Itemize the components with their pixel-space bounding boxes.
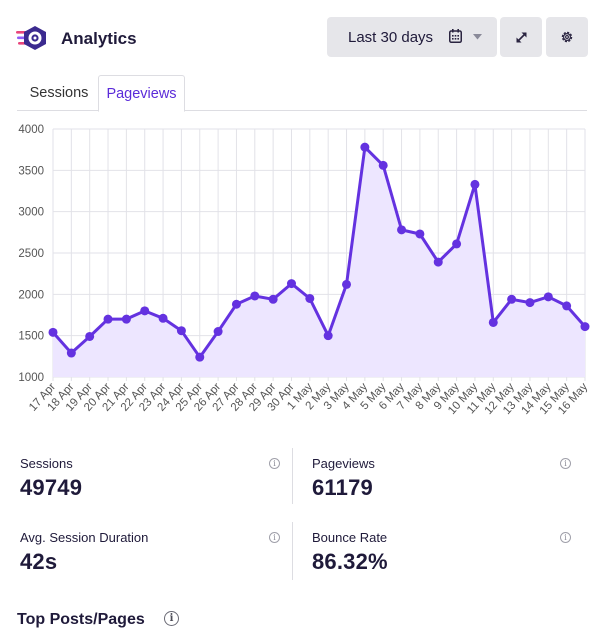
data-point[interactable] [121, 314, 131, 324]
data-point[interactable] [176, 326, 186, 336]
chart-area [53, 147, 585, 377]
gear-icon [561, 31, 573, 43]
data-point[interactable] [562, 301, 572, 311]
data-point[interactable] [323, 331, 333, 341]
tab-pageviews[interactable]: Pageviews [98, 75, 185, 112]
stat-avg-session-duration: Avg. Session Duration 42s [20, 530, 148, 575]
tab-bar: Sessions Pageviews [17, 75, 587, 112]
date-range-button[interactable]: Last 30 days [327, 17, 497, 57]
data-point[interactable] [488, 317, 498, 327]
stat-label: Bounce Rate [312, 530, 388, 545]
header: Analytics Last 30 days [0, 0, 605, 80]
data-point[interactable] [158, 313, 168, 323]
expand-button[interactable] [500, 17, 542, 57]
stat-pageviews: Pageviews 61179 [312, 456, 375, 501]
chart-points [48, 142, 590, 362]
stat-value: 61179 [312, 475, 373, 500]
data-point[interactable] [48, 327, 58, 337]
info-icon[interactable]: i [560, 458, 571, 469]
data-point[interactable] [305, 293, 315, 303]
data-point[interactable] [452, 239, 462, 249]
data-point[interactable] [415, 229, 425, 239]
y-tick-label: 3000 [18, 207, 44, 219]
stat-value: 49749 [20, 475, 83, 500]
info-icon[interactable]: i [269, 532, 280, 543]
stat-label: Avg. Session Duration [20, 530, 149, 545]
data-point[interactable] [66, 348, 76, 358]
y-tick-label: 4000 [18, 124, 44, 136]
data-point[interactable] [140, 306, 150, 316]
data-point[interactable] [433, 257, 443, 267]
divider [292, 448, 293, 504]
divider [292, 522, 293, 580]
app-title: Analytics [61, 29, 137, 48]
data-point[interactable] [525, 298, 535, 308]
info-icon[interactable]: i [164, 611, 179, 626]
stat-sessions: Sessions 49749 [20, 456, 82, 501]
info-icon[interactable]: i [269, 458, 280, 469]
calendar-icon [449, 29, 462, 43]
analytics-logo-icon [16, 26, 46, 50]
data-point[interactable] [360, 142, 370, 152]
stat-value: 86.32% [312, 549, 388, 574]
expand-icon [515, 31, 527, 43]
stat-bounce-rate: Bounce Rate 86.32% [312, 530, 388, 575]
y-axis-ticks: 1000 1500 2000 2500 3000 3500 4000 [18, 124, 44, 384]
data-point[interactable] [507, 294, 517, 304]
data-point[interactable] [213, 327, 223, 337]
y-tick-label: 2500 [18, 248, 44, 260]
stat-label: Pageviews [312, 456, 375, 471]
chevron-down-icon [473, 34, 482, 40]
data-point[interactable] [470, 179, 480, 189]
top-posts-heading: Top Posts/Pages [17, 611, 145, 628]
data-point[interactable] [286, 279, 296, 289]
data-point[interactable] [195, 352, 205, 362]
stat-label: Sessions [20, 456, 73, 471]
y-tick-label: 1500 [18, 331, 44, 343]
data-point[interactable] [250, 291, 260, 301]
y-tick-label: 1000 [18, 372, 44, 384]
y-tick-label: 3500 [18, 165, 44, 177]
tab-sessions[interactable]: Sessions [29, 85, 89, 101]
y-tick-label: 2000 [18, 289, 44, 301]
date-range-label: Last 30 days [348, 28, 434, 46]
data-point[interactable] [543, 292, 553, 302]
data-point[interactable] [342, 279, 352, 289]
data-point[interactable] [397, 225, 407, 235]
info-icon[interactable]: i [560, 532, 571, 543]
data-point[interactable] [103, 314, 113, 324]
data-point[interactable] [268, 294, 278, 304]
settings-button[interactable] [546, 17, 588, 57]
data-point[interactable] [85, 331, 95, 341]
data-point[interactable] [580, 322, 590, 332]
data-point[interactable] [231, 299, 241, 309]
stat-value: 42s [20, 549, 58, 574]
data-point[interactable] [378, 160, 388, 170]
